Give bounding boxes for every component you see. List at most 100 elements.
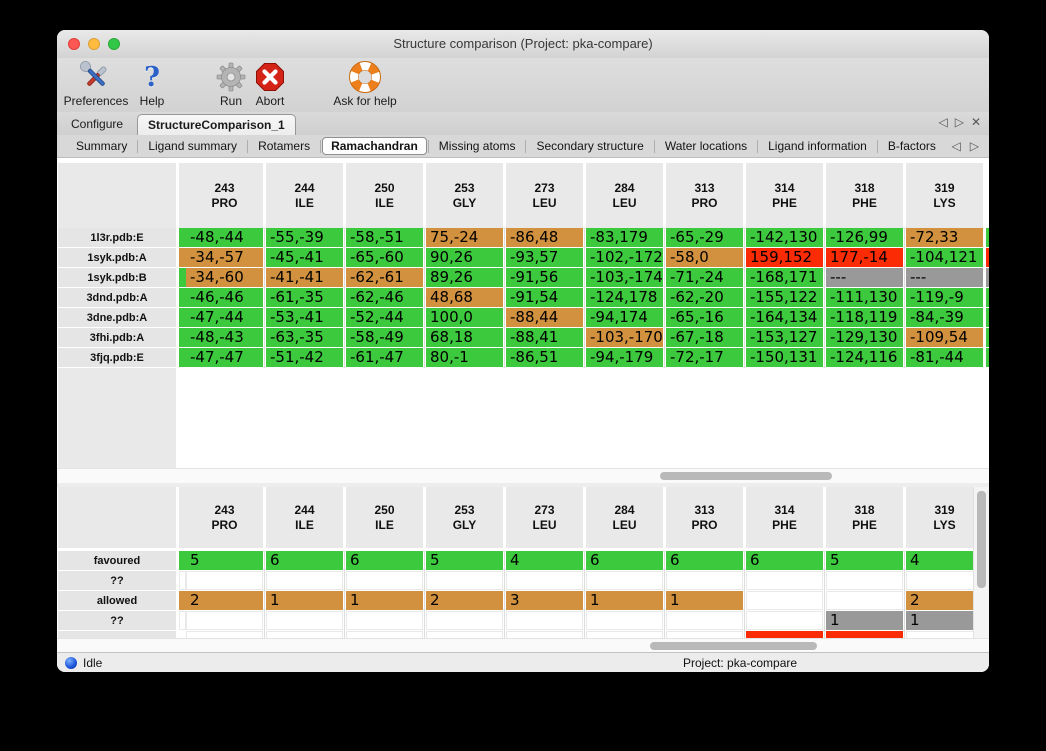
run-button[interactable]: Run <box>209 60 253 109</box>
table-cell[interactable]: -104,121 <box>906 248 983 267</box>
table-cell[interactable] <box>426 611 503 630</box>
table-cell[interactable]: 5 <box>826 551 903 570</box>
table-cell[interactable]: -153,127 <box>746 328 823 347</box>
table-cell[interactable]: -45,-41 <box>266 248 343 267</box>
table-cell[interactable]: --- <box>826 268 903 287</box>
tab-structurecomparison-1[interactable]: StructureComparison_1 <box>137 114 296 136</box>
table-cell[interactable]: -48,-44 <box>186 228 263 247</box>
table-cell[interactable]: -119,-9 <box>906 288 983 307</box>
table-cell[interactable]: 5 <box>426 551 503 570</box>
abort-button[interactable]: Abort <box>246 60 294 109</box>
table-cell[interactable]: 177,-14 <box>826 248 903 267</box>
table-cell[interactable]: -93,57 <box>506 248 583 267</box>
table-cell[interactable]: 6 <box>266 551 343 570</box>
table-cell[interactable]: -84,-39 <box>906 308 983 327</box>
tab-close-icon[interactable]: ✕ <box>970 115 981 129</box>
table-cell-partial[interactable] <box>506 631 583 638</box>
table-cell[interactable]: -47,-47 <box>186 348 263 367</box>
table-cell[interactable]: 89,26 <box>426 268 503 287</box>
table-cell-partial[interactable] <box>586 631 663 638</box>
pane-splitter[interactable] <box>57 483 989 487</box>
bottom-horizontal-scrollbar[interactable] <box>57 638 989 653</box>
table-cell[interactable]: -81,-44 <box>906 348 983 367</box>
table-cell[interactable] <box>826 571 903 590</box>
table-cell[interactable]: -94,174 <box>586 308 663 327</box>
table-cell[interactable]: 6 <box>346 551 423 570</box>
table-cell[interactable]: -129,130 <box>826 328 903 347</box>
table-cell[interactable]: -53,-41 <box>266 308 343 327</box>
table-cell[interactable]: -62,-61 <box>346 268 423 287</box>
table-cell[interactable]: 4 <box>506 551 583 570</box>
table-cell-partial[interactable] <box>826 631 903 638</box>
top-horizontal-scrollbar[interactable] <box>57 468 989 483</box>
table-cell[interactable]: -118,119 <box>826 308 903 327</box>
subtab-b-factors[interactable]: B-factors <box>887 139 936 153</box>
tab-scroll-left-icon[interactable]: ◁ <box>938 115 948 129</box>
table-cell[interactable]: 2 <box>186 591 263 610</box>
table-cell[interactable]: -41,-41 <box>266 268 343 287</box>
table-cell[interactable]: -168,171 <box>746 268 823 287</box>
table-cell[interactable] <box>746 591 823 610</box>
table-cell[interactable] <box>346 611 423 630</box>
minimize-window-button[interactable] <box>88 38 100 50</box>
table-cell[interactable]: 1 <box>266 591 343 610</box>
table-cell-partial[interactable] <box>266 631 343 638</box>
table-cell[interactable]: -88,41 <box>506 328 583 347</box>
table-cell[interactable]: 1 <box>906 611 983 630</box>
table-cell[interactable]: -124,178 <box>586 288 663 307</box>
table-cell[interactable]: -91,56 <box>506 268 583 287</box>
table-cell[interactable]: -142,130 <box>746 228 823 247</box>
table-cell[interactable]: -71,-24 <box>666 268 743 287</box>
table-cell[interactable]: 1 <box>826 611 903 630</box>
subtab-scroll-left-icon[interactable]: ◁ <box>951 139 961 153</box>
table-cell[interactable]: -58,-49 <box>346 328 423 347</box>
table-cell[interactable]: -86,48 <box>506 228 583 247</box>
table-cell[interactable] <box>266 611 343 630</box>
table-cell[interactable]: 1 <box>346 591 423 610</box>
table-cell[interactable]: 159,152 <box>746 248 823 267</box>
table-cell[interactable]: -103,-174 <box>586 268 663 287</box>
table-cell[interactable]: -102,-172 <box>586 248 663 267</box>
table-cell-partial[interactable] <box>426 631 503 638</box>
table-cell[interactable]: -63,-35 <box>266 328 343 347</box>
table-cell[interactable]: -62,-20 <box>666 288 743 307</box>
table-cell-partial[interactable] <box>906 631 983 638</box>
table-cell[interactable] <box>666 571 743 590</box>
table-cell-partial[interactable] <box>666 631 743 638</box>
table-cell[interactable]: -61,-35 <box>266 288 343 307</box>
table-cell[interactable]: -86,51 <box>506 348 583 367</box>
table-cell[interactable]: -72,33 <box>906 228 983 247</box>
table-cell[interactable]: 4 <box>906 551 983 570</box>
table-cell[interactable]: -62,-46 <box>346 288 423 307</box>
table-cell[interactable]: -65,-16 <box>666 308 743 327</box>
subtab-summary[interactable]: Summary <box>76 139 128 153</box>
zoom-window-button[interactable] <box>108 38 120 50</box>
table-cell[interactable]: 90,26 <box>426 248 503 267</box>
table-cell[interactable]: -124,116 <box>826 348 903 367</box>
table-cell[interactable]: 68,18 <box>426 328 503 347</box>
table-cell[interactable]: -51,-42 <box>266 348 343 367</box>
table-cell-partial[interactable] <box>746 631 823 638</box>
table-cell[interactable]: -58,0 <box>666 248 743 267</box>
table-cell[interactable] <box>666 611 743 630</box>
table-cell[interactable]: -48,-43 <box>186 328 263 347</box>
subtab-missing-atoms[interactable]: Missing atoms <box>438 139 516 153</box>
table-cell[interactable] <box>586 571 663 590</box>
table-cell[interactable]: -72,-17 <box>666 348 743 367</box>
table-cell[interactable]: -150,131 <box>746 348 823 367</box>
table-cell[interactable] <box>186 571 263 590</box>
table-cell[interactable]: 6 <box>746 551 823 570</box>
table-cell[interactable]: 3 <box>506 591 583 610</box>
table-cell[interactable]: --- <box>906 268 983 287</box>
preferences-button[interactable]: Preferences <box>59 60 133 109</box>
table-cell[interactable]: -94,-179 <box>586 348 663 367</box>
table-cell[interactable]: -47,-44 <box>186 308 263 327</box>
table-cell[interactable]: -61,-47 <box>346 348 423 367</box>
table-cell[interactable] <box>426 571 503 590</box>
table-cell[interactable]: -46,-46 <box>186 288 263 307</box>
table-cell[interactable]: -109,54 <box>906 328 983 347</box>
tab-configure[interactable]: Configure <box>71 117 124 131</box>
tab-scroll-right-icon[interactable]: ▷ <box>954 115 964 129</box>
summary-vscroll-thumb[interactable] <box>977 491 986 588</box>
table-cell[interactable]: 5 <box>186 551 263 570</box>
